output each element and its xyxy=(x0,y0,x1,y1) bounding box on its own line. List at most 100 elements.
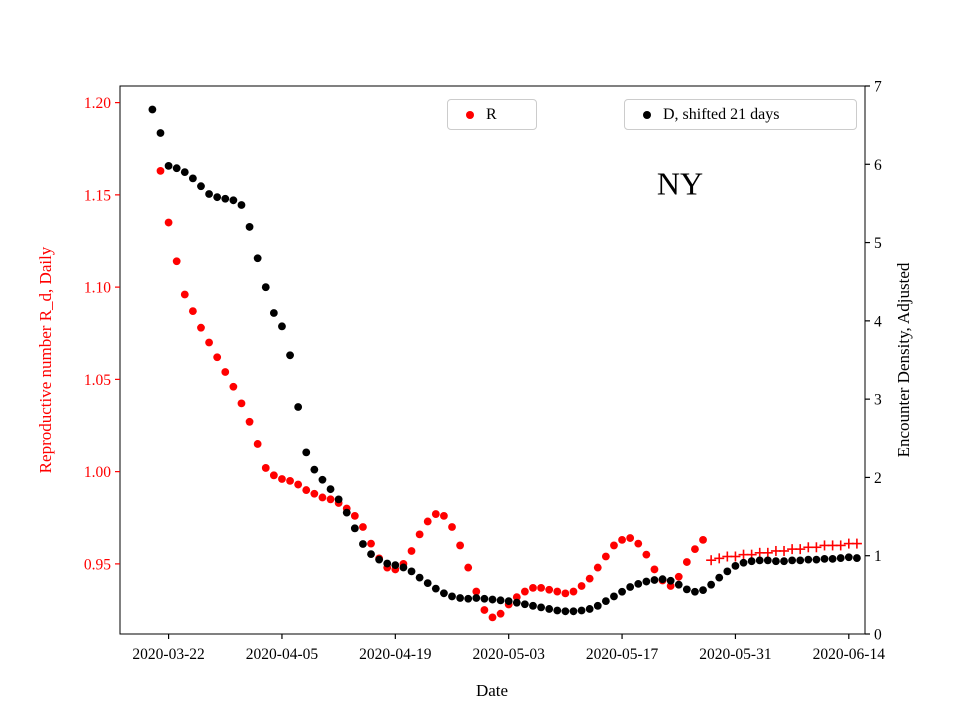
D-shifted-21-days-point xyxy=(723,567,732,576)
R-point xyxy=(464,563,473,572)
y-left-tick-label: 1.15 xyxy=(84,187,111,204)
D-shifted-21-days-point xyxy=(828,554,837,563)
R-point xyxy=(593,563,602,572)
D-shifted-21-days-point xyxy=(618,587,626,596)
legend-marker-r-dot-icon xyxy=(466,110,474,119)
D-shifted-21-days-point xyxy=(804,555,813,564)
R-point xyxy=(650,565,659,574)
y-left-tick-label: 0.95 xyxy=(84,556,111,573)
D-shifted-21-days-point xyxy=(674,580,683,589)
R-point xyxy=(326,495,335,504)
R-point xyxy=(253,440,262,448)
R-point xyxy=(245,417,254,426)
D-shifted-21-days-point xyxy=(739,558,748,567)
D-shifted-21-days-point xyxy=(634,579,643,588)
R-point xyxy=(674,572,683,581)
D-shifted-21-days-point xyxy=(367,550,375,559)
D-shifted-21-days-point xyxy=(383,559,392,568)
D-shifted-21-days-point xyxy=(229,196,238,205)
D-shifted-21-days-point xyxy=(642,577,651,586)
D-shifted-21-days-point xyxy=(593,601,602,610)
D-shifted-21-days-point xyxy=(205,190,213,198)
R-point xyxy=(302,486,311,494)
R-point xyxy=(472,587,481,596)
R-point xyxy=(269,471,278,480)
R-point xyxy=(156,166,165,175)
D-shifted-21-days-point xyxy=(156,129,165,137)
x-tick-label: 2020-05-03 xyxy=(473,646,546,663)
R-point xyxy=(569,587,578,596)
D-shifted-21-days-point xyxy=(278,322,286,331)
D-shifted-21-days-point xyxy=(480,594,489,603)
D-shifted-21-days-point xyxy=(788,556,797,565)
D-shifted-21-days-point xyxy=(213,193,222,202)
D-shifted-21-days-point xyxy=(399,563,408,572)
y-right-tick-label: 5 xyxy=(874,235,882,252)
R-point xyxy=(188,307,197,316)
D-shifted-21-days-point xyxy=(148,105,157,114)
D-shifted-21-days-point xyxy=(261,283,270,292)
R-point xyxy=(237,399,246,408)
D-shifted-21-days-point xyxy=(715,573,724,582)
D-shifted-21-days-point xyxy=(553,606,562,615)
R-point xyxy=(691,545,699,554)
D-shifted-21-days-point xyxy=(391,561,400,570)
x-tick-label: 2020-06-14 xyxy=(813,646,886,663)
D-shifted-21-days-point xyxy=(682,585,691,594)
D-shifted-21-days-point xyxy=(488,595,497,604)
x-tick-label: 2020-05-17 xyxy=(586,646,659,663)
D-shifted-21-days-point xyxy=(610,592,618,601)
y-axis-label-right: Encounter Density, Adjusted xyxy=(894,262,913,458)
R-point xyxy=(318,493,327,502)
D-shifted-21-days-point xyxy=(820,554,829,563)
D-shifted-21-days-point xyxy=(464,594,473,603)
R-point xyxy=(456,541,465,550)
x-tick-label: 2020-04-19 xyxy=(359,646,432,663)
R-point xyxy=(601,552,610,561)
legend-label-d: D, shifted 21 days xyxy=(663,105,780,123)
D-shifted-21-days-point xyxy=(836,554,845,562)
D-shifted-21-days-point xyxy=(423,579,432,588)
state-annotation: NY xyxy=(656,165,704,202)
R-point xyxy=(480,606,489,614)
R-point xyxy=(448,523,456,531)
D-shifted-21-days-point xyxy=(164,161,173,170)
plot-frame xyxy=(119,85,866,635)
R-point xyxy=(415,530,424,539)
D-shifted-21-days-point xyxy=(569,607,578,616)
D-shifted-21-days-point xyxy=(755,556,764,565)
D-shifted-21-days-point xyxy=(844,553,853,562)
R-point xyxy=(618,535,626,544)
R-point xyxy=(642,550,651,559)
R-point xyxy=(278,475,286,483)
x-tick-label: 2020-03-22 xyxy=(132,646,204,663)
y-axis-label-left: Reproductive number R_d, Daily xyxy=(36,246,55,474)
x-tick-label: 2020-04-05 xyxy=(246,646,319,663)
D-shifted-21-days-point xyxy=(520,600,529,609)
R-point xyxy=(213,353,222,362)
D-shifted-21-days-point xyxy=(188,174,197,183)
D-shifted-21-days-point xyxy=(545,605,554,613)
D-shifted-21-days-point xyxy=(375,555,384,564)
R-point xyxy=(310,489,319,498)
R-point xyxy=(261,464,270,472)
D-shifted-21-days-point xyxy=(415,573,424,582)
legend-r: R xyxy=(447,99,537,130)
D-shifted-21-days-point xyxy=(448,592,456,601)
D-shifted-21-days-point xyxy=(780,557,788,566)
R-point xyxy=(626,534,635,542)
y-right-tick-label: 0 xyxy=(874,627,882,644)
R-point xyxy=(512,593,521,601)
D-shifted-21-days-point xyxy=(318,475,327,484)
R-point xyxy=(229,382,238,391)
D-shifted-21-days-point xyxy=(585,605,594,613)
D-shifted-21-days-point xyxy=(691,587,699,596)
legend-d: D, shifted 21 days xyxy=(624,99,857,130)
D-shifted-21-days-point xyxy=(650,576,659,584)
R-point xyxy=(488,613,497,622)
D-shifted-21-days-point xyxy=(853,554,861,562)
R-point xyxy=(367,539,375,548)
D-shifted-21-days-point xyxy=(666,576,675,585)
R-point xyxy=(172,257,181,266)
